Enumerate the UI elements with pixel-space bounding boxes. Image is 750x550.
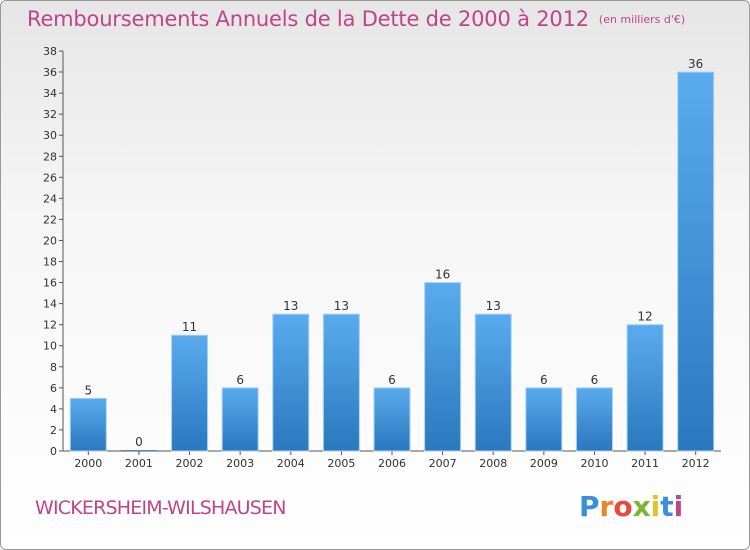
logo-letter: r [599, 490, 614, 523]
bar-value-label: 6 [388, 373, 396, 387]
x-tick-label: 2003 [226, 457, 254, 470]
bar-2008 [475, 314, 512, 451]
bar-2009 [525, 387, 562, 451]
bar-value-label: 13 [334, 299, 349, 313]
bar-outline [221, 387, 259, 452]
bar-outline [677, 71, 715, 452]
logo-letter: o [613, 490, 633, 523]
bar-outline [525, 387, 563, 452]
x-tick-label: 2000 [74, 457, 102, 470]
bar-2004 [272, 314, 309, 451]
bar-value-label: 6 [540, 373, 548, 387]
bar-outline [171, 334, 209, 452]
bar-2001 [120, 450, 157, 451]
y-tick-label: 38 [43, 45, 57, 58]
bar-value-label: 12 [637, 310, 652, 324]
y-tick-label: 32 [43, 108, 57, 121]
y-tick-label: 34 [43, 87, 57, 100]
y-tick-label: 36 [43, 66, 57, 79]
chart-title-text: Remboursements Annuels de la Dette de 20… [27, 7, 589, 31]
bar-2000 [70, 398, 107, 451]
bar-outline [272, 313, 310, 452]
bar-value-label: 13 [283, 299, 298, 313]
y-tick-label: 28 [43, 150, 57, 163]
y-tick-label: 8 [50, 361, 57, 374]
logo-letter: i [673, 490, 684, 523]
y-tick-label: 6 [50, 382, 57, 395]
y-tick-label: 18 [43, 256, 57, 269]
bar-value-label: 13 [486, 299, 501, 313]
logo-letter: i [650, 490, 661, 523]
chart-title: Remboursements Annuels de la Dette de 20… [27, 7, 685, 31]
bar-outline [424, 282, 462, 452]
bar-2010 [576, 387, 613, 451]
x-tick-label: 2006 [378, 457, 406, 470]
bar-2006 [374, 387, 410, 451]
bar-2011 [627, 324, 664, 451]
y-tick-label: 10 [43, 340, 57, 353]
bar-outline [373, 387, 411, 452]
logo-letter: P [579, 490, 600, 523]
y-tick-label: 20 [43, 234, 57, 247]
bar-2012 [677, 72, 714, 451]
bar-outline [474, 313, 512, 452]
proxiti-logo: Proxiti [579, 490, 683, 523]
bar-2003 [222, 387, 259, 451]
x-tick-label: 2012 [682, 457, 710, 470]
x-tick-label: 2007 [429, 457, 457, 470]
bar-2005 [323, 314, 360, 451]
bar-value-label: 11 [182, 320, 197, 334]
chart-bars: 5 0 11 6 13 13 6 16 13 6 6 12 36 [69, 57, 715, 452]
bar-outline [626, 324, 664, 452]
bar-outline [575, 387, 613, 452]
x-tick-label: 2009 [530, 457, 558, 470]
commune-name: WICKERSHEIM-WILSHAUSEN [35, 497, 286, 519]
x-tick-label: 2001 [125, 457, 153, 470]
bar-outline [69, 397, 107, 452]
x-tick-label: 2008 [479, 457, 507, 470]
y-tick-label: 4 [50, 403, 57, 416]
y-tick-label: 24 [43, 192, 57, 205]
bar-value-label: 6 [591, 373, 599, 387]
bar-value-label: 0 [135, 435, 143, 449]
y-tick-label: 0 [50, 445, 57, 458]
logo-letter: t [660, 490, 674, 523]
y-tick-label: 12 [43, 319, 57, 332]
x-tick-label: 2005 [327, 457, 355, 470]
bar-2002 [171, 335, 208, 451]
bar-value-label: 6 [236, 373, 244, 387]
x-tick-label: 2004 [277, 457, 305, 470]
chart-unit-label: (en milliers d'€) [598, 13, 686, 26]
y-tick-label: 22 [43, 213, 57, 226]
bar-2007 [424, 282, 461, 451]
bar-value-label: 5 [84, 383, 92, 397]
x-tick-label: 2002 [176, 457, 204, 470]
bar-value-label: 36 [688, 57, 703, 71]
y-tick-label: 14 [43, 298, 57, 311]
logo-letter: x [632, 490, 651, 523]
y-tick-label: 16 [43, 277, 57, 290]
bar-outline [322, 313, 360, 452]
bar-value-label: 16 [435, 268, 450, 282]
y-tick-label: 2 [50, 424, 57, 437]
y-tick-label: 30 [43, 129, 57, 142]
y-tick-label: 26 [43, 171, 57, 184]
x-tick-label: 2011 [631, 457, 659, 470]
x-tick-label: 2010 [580, 457, 608, 470]
